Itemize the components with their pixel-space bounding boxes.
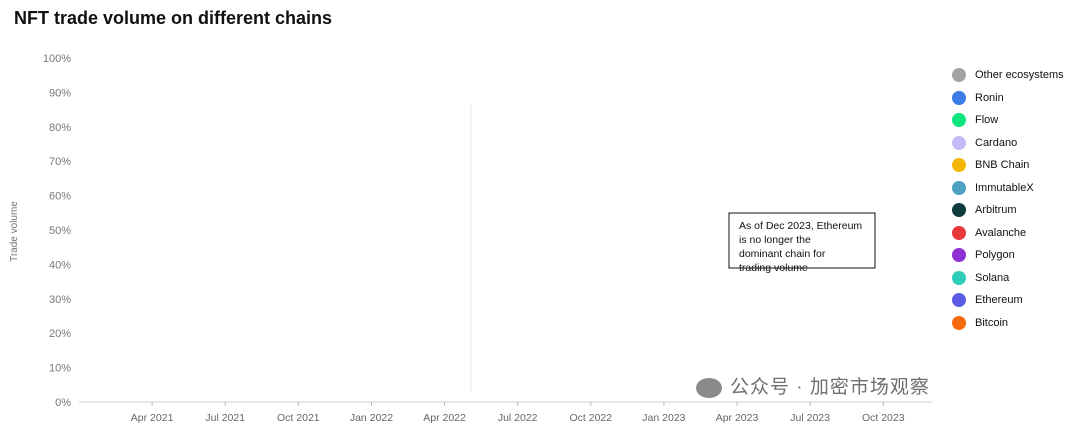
y-tick-label: 20% — [49, 328, 71, 340]
y-tick-label: 50% — [49, 225, 71, 237]
legend-label: Bitcoin — [975, 317, 1008, 329]
y-tick-label: 60% — [49, 191, 71, 203]
legend-label: BNB Chain — [975, 159, 1029, 171]
legend-label: Arbitrum — [975, 204, 1017, 216]
legend: Other ecosystems Ronin Flow Cardano BNB Chai… — [952, 64, 1064, 334]
callout-line: is no longer the — [739, 234, 811, 246]
annotation-big-sub: in 2022 — [404, 182, 440, 194]
legend-swatch — [952, 316, 966, 330]
y-tick-label: 80% — [49, 122, 71, 134]
legend-label: ImmutableX — [975, 182, 1034, 194]
legend-label: Other ecosystems — [975, 69, 1064, 81]
legend-label: Avalanche — [975, 227, 1026, 239]
y-tick-label: 70% — [49, 156, 71, 168]
legend-swatch — [952, 68, 966, 82]
legend-label: Ronin — [975, 92, 1004, 104]
legend-label: Ethereum — [975, 294, 1023, 306]
x-tick-label: Oct 2021 — [277, 412, 320, 424]
legend-label: Solana — [975, 272, 1009, 284]
legend-swatch — [952, 271, 966, 285]
legend-label: Polygon — [975, 249, 1015, 261]
legend-swatch — [952, 181, 966, 195]
legend-item-cardano: Cardano — [952, 132, 1064, 155]
legend-item-immutablex: ImmutableX — [952, 177, 1064, 200]
x-tick-label: Apr 2021 — [131, 412, 174, 424]
x-tick-label: Jan 2023 — [642, 412, 685, 424]
legend-swatch — [952, 113, 966, 127]
legend-item-ethereum: Ethereum — [952, 289, 1064, 312]
legend-swatch — [952, 248, 966, 262]
x-tick-label: Jul 2022 — [498, 412, 538, 424]
y-tick-label: 30% — [49, 294, 71, 306]
legend-item-other-ecosystems: Other ecosystems — [952, 64, 1064, 87]
legend-label: Cardano — [975, 137, 1017, 149]
y-tick-label: 10% — [49, 363, 71, 375]
arrow-head-down — [920, 149, 930, 158]
x-tick-label: Jul 2021 — [205, 412, 245, 424]
legend-item-flow: Flow — [952, 109, 1064, 132]
legend-item-solana: Solana — [952, 267, 1064, 290]
y-tick-label: 90% — [49, 87, 71, 99]
legend-swatch — [952, 136, 966, 150]
watermark-text: 公众号 · 加密市场观察 — [730, 377, 930, 398]
callout-line: As of Dec 2023, Ethereum — [739, 220, 862, 232]
x-tick-label: Apr 2022 — [423, 412, 466, 424]
legend-item-bnb-chain: BNB Chain — [952, 154, 1064, 177]
y-tick-label: 100% — [43, 53, 71, 65]
dotted-trend-down — [471, 111, 928, 154]
legend-label: Flow — [975, 114, 998, 126]
chart-svg: ELECTRIC CAPITAL 0% 10% 20% 30% 40% 50% 60% 70%… — [0, 0, 1080, 436]
legend-item-avalanche: Avalanche — [952, 222, 1064, 245]
x-tick-label: Jul 2023 — [790, 412, 830, 424]
social-watermark: 公众号 · 加密市场观察 — [696, 372, 930, 399]
legend-swatch — [952, 226, 966, 240]
y-tick-label: 0% — [55, 397, 71, 409]
callout-line: trading volume — [739, 262, 808, 274]
x-tick-label: Jan 2022 — [350, 412, 393, 424]
legend-item-arbitrum: Arbitrum — [952, 199, 1064, 222]
callout-line: dominant chain for — [739, 248, 826, 260]
legend-swatch — [952, 158, 966, 172]
brand-watermark-layer: ELECTRIC CAPITAL — [258, 200, 793, 252]
legend-item-ronin: Ronin — [952, 87, 1064, 110]
brand-watermark: ELECTRIC CAPITAL — [258, 200, 793, 252]
legend-swatch — [952, 203, 966, 217]
legend-item-bitcoin: Bitcoin — [952, 312, 1064, 335]
legend-item-polygon: Polygon — [952, 244, 1064, 267]
x-tick-label: Apr 2023 — [716, 412, 759, 424]
x-tick-label: Oct 2022 — [569, 412, 612, 424]
wechat-icon — [696, 378, 722, 398]
y-tick-label: 40% — [49, 259, 71, 271]
legend-swatch — [952, 91, 966, 105]
annotation-big-value: 85% — [402, 142, 464, 187]
x-tick-label: Oct 2023 — [862, 412, 905, 424]
legend-swatch — [952, 293, 966, 307]
